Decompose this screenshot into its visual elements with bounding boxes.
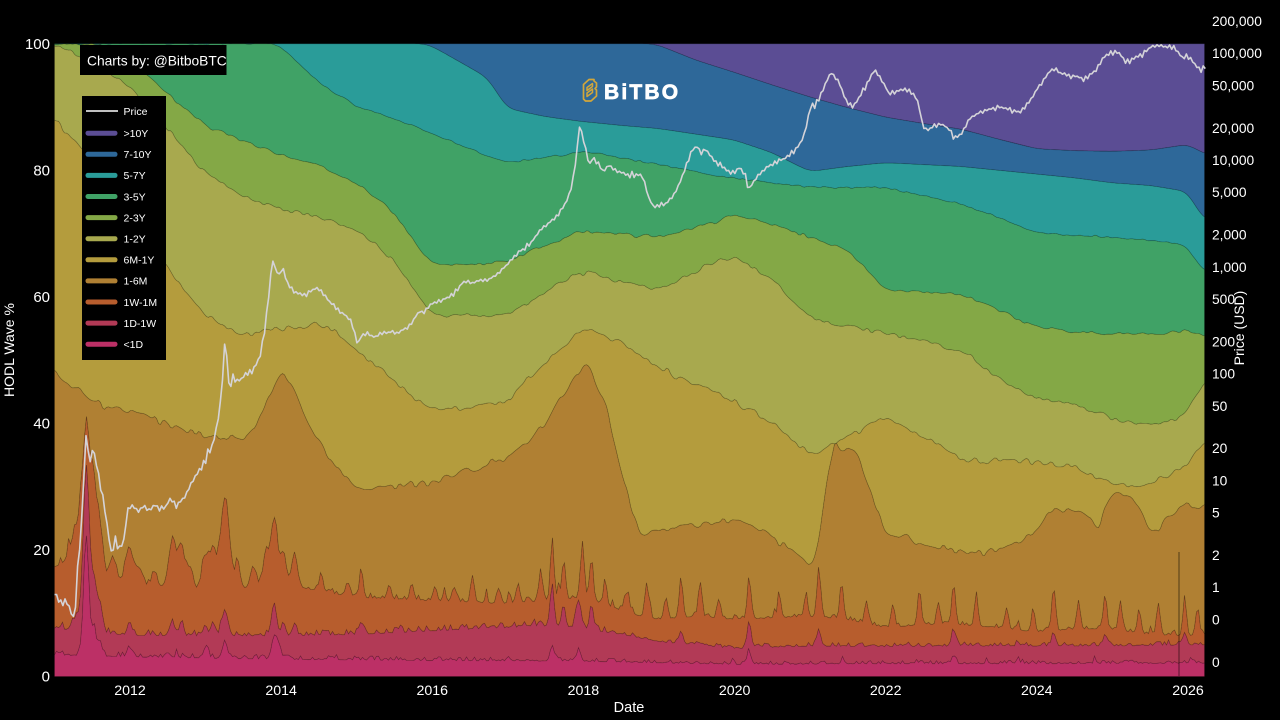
svg-text:Charts by: @BitboBTC: Charts by: @BitboBTC — [87, 54, 227, 69]
svg-text:5: 5 — [1212, 506, 1220, 521]
svg-text:Price (USD): Price (USD) — [1231, 291, 1247, 366]
svg-text:>10Y: >10Y — [124, 128, 149, 140]
svg-text:2-3Y: 2-3Y — [124, 212, 146, 224]
svg-text:BiTBO: BiTBO — [604, 81, 680, 104]
svg-text:500: 500 — [1212, 292, 1235, 307]
svg-text:10: 10 — [1212, 473, 1228, 488]
svg-text:2,000: 2,000 — [1212, 228, 1247, 243]
svg-text:3-5Y: 3-5Y — [124, 191, 146, 203]
svg-text:HODL Wave %: HODL Wave % — [1, 303, 17, 397]
svg-text:100: 100 — [1212, 367, 1235, 382]
svg-text:10,000: 10,000 — [1212, 153, 1255, 168]
svg-text:6M-1Y: 6M-1Y — [124, 255, 155, 267]
svg-text:0: 0 — [1212, 655, 1220, 670]
svg-text:5,000: 5,000 — [1212, 185, 1247, 200]
svg-text:0: 0 — [1212, 612, 1220, 627]
svg-text:2016: 2016 — [417, 683, 449, 699]
svg-text:Price: Price — [124, 106, 148, 118]
svg-text:100,000: 100,000 — [1212, 46, 1262, 61]
svg-text:20: 20 — [33, 542, 50, 559]
svg-text:200,000: 200,000 — [1212, 14, 1262, 29]
svg-text:40: 40 — [33, 416, 50, 433]
svg-text:0: 0 — [42, 669, 50, 686]
svg-text:2026: 2026 — [1172, 683, 1204, 699]
svg-text:20,000: 20,000 — [1212, 121, 1255, 136]
svg-text:80: 80 — [33, 163, 50, 180]
svg-text:7-10Y: 7-10Y — [124, 149, 152, 161]
svg-text:1,000: 1,000 — [1212, 260, 1247, 275]
svg-text:2: 2 — [1212, 548, 1220, 563]
svg-text:2014: 2014 — [265, 683, 297, 699]
svg-text:200: 200 — [1212, 334, 1235, 349]
svg-text:2012: 2012 — [114, 683, 146, 699]
svg-text:20: 20 — [1212, 441, 1228, 456]
svg-text:2020: 2020 — [719, 683, 751, 699]
svg-text:2022: 2022 — [870, 683, 902, 699]
svg-text:<1D: <1D — [124, 339, 144, 351]
svg-text:1: 1 — [1212, 580, 1220, 595]
svg-text:1-2Y: 1-2Y — [124, 234, 146, 246]
svg-text:60: 60 — [33, 289, 50, 306]
svg-text:2018: 2018 — [568, 683, 600, 699]
svg-text:1D-1W: 1D-1W — [124, 318, 157, 330]
svg-text:Date: Date — [614, 700, 645, 716]
svg-text:50: 50 — [1212, 399, 1228, 414]
svg-text:100: 100 — [25, 36, 50, 53]
svg-text:2024: 2024 — [1021, 683, 1053, 699]
svg-text:50,000: 50,000 — [1212, 78, 1255, 93]
svg-text:1-6M: 1-6M — [124, 276, 148, 288]
svg-text:5-7Y: 5-7Y — [124, 170, 146, 182]
svg-text:1W-1M: 1W-1M — [124, 297, 158, 309]
